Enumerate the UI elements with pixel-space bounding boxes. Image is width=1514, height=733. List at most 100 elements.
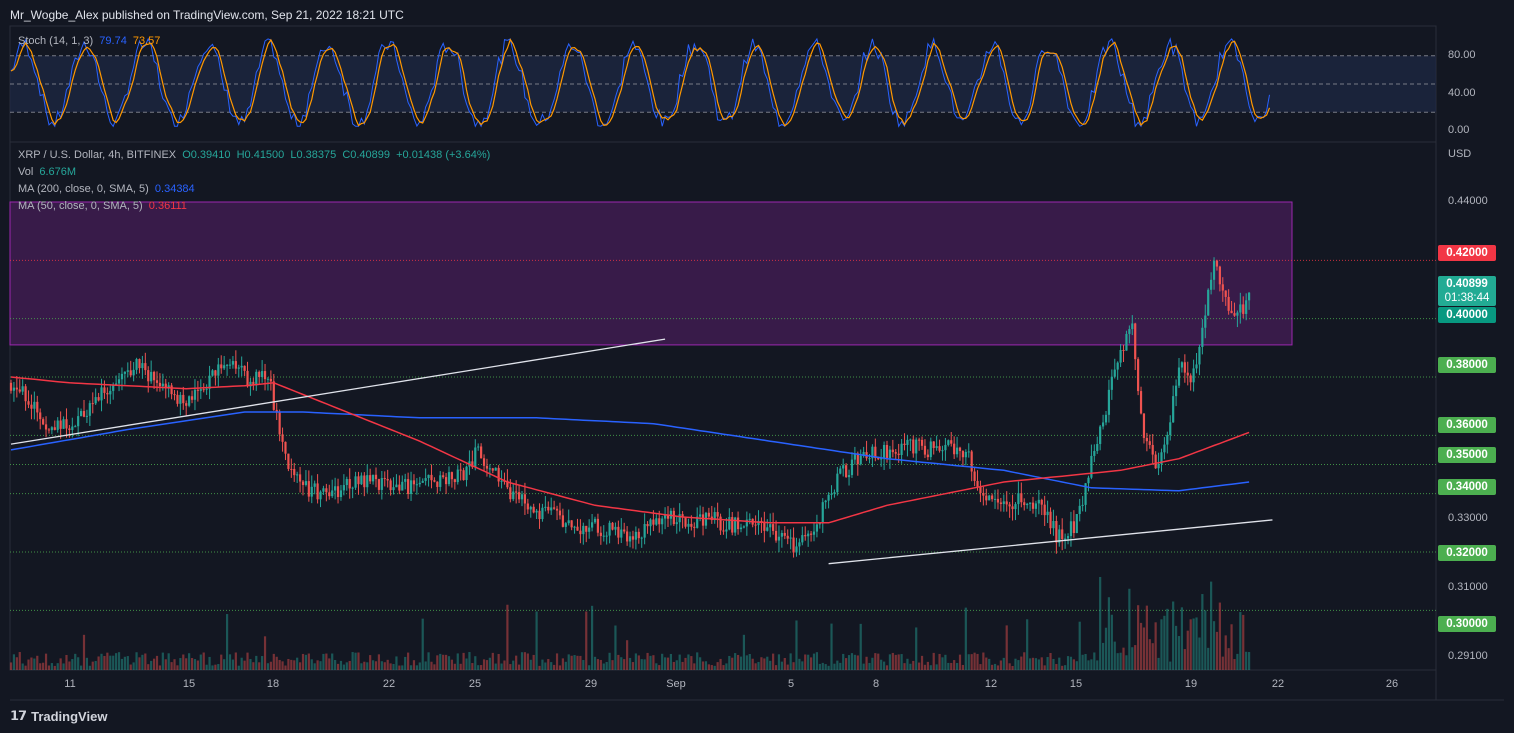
- volume-bar: [65, 654, 68, 670]
- volume-bar: [1154, 622, 1157, 670]
- candle-body: [1128, 329, 1131, 334]
- candle-body: [646, 523, 649, 527]
- candle-body: [1075, 514, 1078, 533]
- volume-bar: [894, 654, 897, 670]
- volume-bar: [774, 665, 778, 670]
- candle-body: [1227, 296, 1230, 311]
- candle-body: [520, 494, 524, 500]
- x-tick-label: Sep: [666, 678, 686, 690]
- volume-bar: [804, 654, 807, 670]
- candle-body: [789, 537, 792, 539]
- candle-body: [447, 472, 451, 485]
- volume-bar: [345, 662, 348, 670]
- volume-bar: [938, 653, 941, 670]
- volume-bar: [217, 664, 220, 670]
- volume-bar: [97, 656, 100, 670]
- volume-bar: [404, 656, 407, 670]
- candle-body: [71, 426, 74, 431]
- candle-body: [859, 455, 862, 465]
- candle-body: [1061, 529, 1064, 540]
- volume-bar: [363, 661, 366, 670]
- volume-bar: [573, 655, 576, 670]
- volume-bar: [255, 655, 258, 670]
- volume-bar: [529, 659, 532, 670]
- candle-body: [15, 387, 18, 390]
- volume-bar: [1026, 619, 1029, 670]
- volume-bar: [1195, 617, 1198, 670]
- candle-body: [255, 371, 258, 386]
- volume-bar: [1172, 601, 1175, 670]
- candle-body: [938, 446, 941, 451]
- x-tick-label: 11: [64, 678, 76, 690]
- candle-body: [161, 383, 164, 387]
- candle-body: [579, 530, 582, 535]
- candle-body: [812, 531, 816, 535]
- candle-body: [894, 452, 897, 454]
- candle-body: [249, 381, 252, 387]
- candle-body: [1145, 437, 1148, 442]
- volume-bar: [497, 653, 500, 670]
- volume-bar: [424, 661, 427, 670]
- candle-body: [836, 473, 839, 493]
- candle-body: [44, 424, 48, 430]
- candle-body: [885, 444, 889, 459]
- volume-bar: [535, 611, 538, 670]
- volume-bar: [596, 659, 600, 670]
- volume-bar: [649, 655, 652, 670]
- volume-bar: [354, 652, 357, 670]
- volume-bar: [558, 665, 562, 670]
- candle-body: [777, 536, 781, 541]
- candle-body: [544, 506, 547, 508]
- x-tick-label: 15: [1069, 678, 1083, 690]
- tradingview-logo[interactable]: 𝟭𝟳 TradingView: [10, 708, 107, 724]
- volume-bar: [389, 663, 392, 670]
- volume-bar: [310, 659, 313, 670]
- candle-body: [970, 451, 973, 472]
- candle-body: [167, 385, 170, 389]
- candle-body: [935, 446, 938, 448]
- candle-body: [389, 480, 392, 491]
- volume-bar: [579, 655, 582, 670]
- volume-bar: [1245, 651, 1248, 670]
- volume-bar: [246, 652, 249, 670]
- candle-body: [763, 521, 766, 531]
- volume-bar: [1210, 581, 1213, 670]
- candle-body: [558, 510, 562, 516]
- volume-bar: [447, 656, 451, 670]
- candle-body: [380, 478, 383, 490]
- volume-bar: [614, 625, 617, 670]
- candle-body: [774, 530, 778, 541]
- candle-body: [567, 520, 570, 524]
- volume-bar: [906, 658, 909, 670]
- candle-body: [1104, 414, 1108, 423]
- candle-body: [1081, 504, 1084, 506]
- volume-bar: [433, 664, 436, 670]
- volume-bar: [935, 664, 938, 670]
- volume-bar: [1034, 658, 1038, 670]
- level-badge: 0.30000: [1438, 616, 1496, 632]
- volume-bar: [342, 664, 345, 670]
- volume-bar: [944, 654, 947, 670]
- volume-bar: [693, 663, 696, 670]
- candle-body: [439, 475, 442, 487]
- candle-body: [421, 480, 424, 483]
- candle-body: [1183, 362, 1186, 373]
- candle-body: [996, 498, 1000, 503]
- candle-body: [918, 439, 921, 441]
- volume-bar: [1113, 641, 1116, 670]
- volume-bar: [1160, 619, 1163, 670]
- candle-body: [68, 428, 71, 431]
- volume-bar: [79, 665, 83, 670]
- volume-bar: [646, 652, 649, 670]
- candle-body: [564, 523, 567, 527]
- volume-bar: [1072, 659, 1075, 670]
- candle-body: [50, 427, 53, 431]
- volume-bar: [196, 660, 199, 670]
- volume-bar: [818, 663, 821, 670]
- y-tick-label: 0.29100: [1448, 650, 1488, 662]
- volume-bar: [158, 665, 162, 670]
- volume-bar: [115, 653, 118, 670]
- volume-bar: [731, 657, 734, 670]
- trendline: [10, 338, 666, 445]
